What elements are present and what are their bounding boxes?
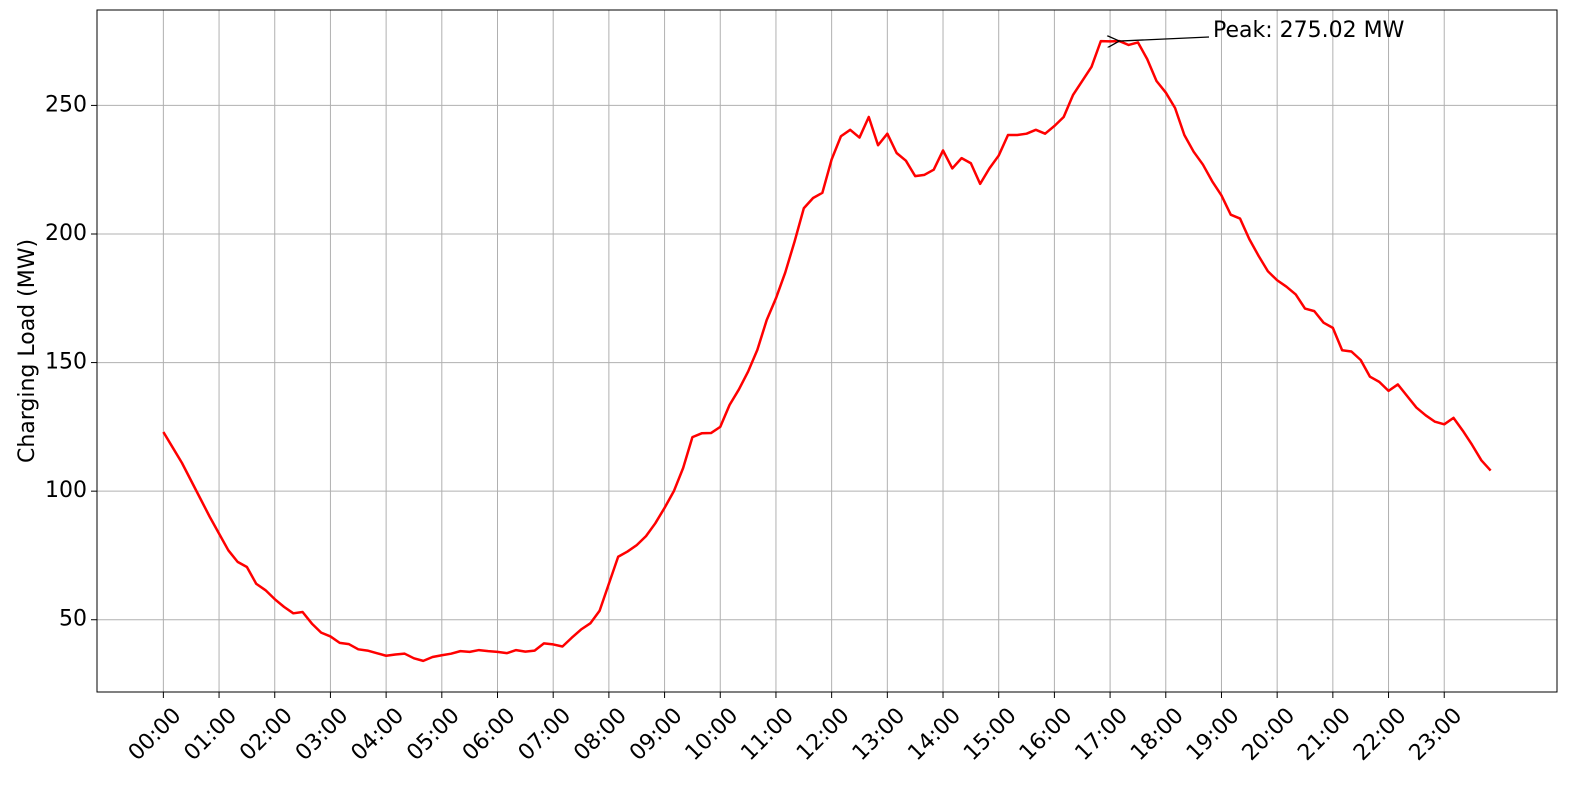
- x-tick-label: 01:00: [180, 703, 243, 766]
- x-tick-label: 14:00: [904, 703, 967, 766]
- y-tick-label: 100: [45, 478, 87, 503]
- x-tick-label: 07:00: [514, 703, 577, 766]
- x-tick-label: 15:00: [959, 703, 1022, 766]
- annotation-arrow: [1119, 37, 1210, 41]
- x-tick-label: 10:00: [681, 703, 744, 766]
- plot-frame: [96, 9, 1558, 693]
- x-tick-label: 02:00: [235, 703, 298, 766]
- x-tick-label: 16:00: [1015, 703, 1078, 766]
- x-tick-label: 04:00: [347, 703, 410, 766]
- x-tick-label: 08:00: [569, 703, 632, 766]
- x-tick-label: 05:00: [402, 703, 465, 766]
- x-tick-label: 09:00: [625, 703, 688, 766]
- x-tick-label: 22:00: [1349, 703, 1412, 766]
- x-tick-label: 03:00: [291, 703, 354, 766]
- x-tick-label: 17:00: [1071, 703, 1134, 766]
- x-tick-label: 20:00: [1238, 703, 1301, 766]
- y-tick-label: 150: [45, 350, 87, 375]
- x-tick-label: 21:00: [1293, 703, 1356, 766]
- line: [162, 39, 1492, 663]
- y-axis-label: Charging Load (MW): [15, 239, 40, 463]
- x-tick-label: 12:00: [792, 703, 855, 766]
- x-tick-label: 13:00: [848, 703, 911, 766]
- x-tick-label: 23:00: [1405, 703, 1468, 766]
- y-tick-label: 250: [45, 92, 87, 117]
- x-tick-label: 19:00: [1182, 703, 1245, 766]
- y-tick-label: 50: [59, 607, 87, 632]
- annotation: Peak: 275.02 MW: [1213, 18, 1405, 43]
- y-tick-label: 200: [45, 221, 87, 246]
- x-tick-label: 18:00: [1126, 703, 1189, 766]
- x-tick-label: 00:00: [124, 703, 187, 766]
- x-tick-label: 11:00: [736, 703, 799, 766]
- x-tick-label: 06:00: [458, 703, 521, 766]
